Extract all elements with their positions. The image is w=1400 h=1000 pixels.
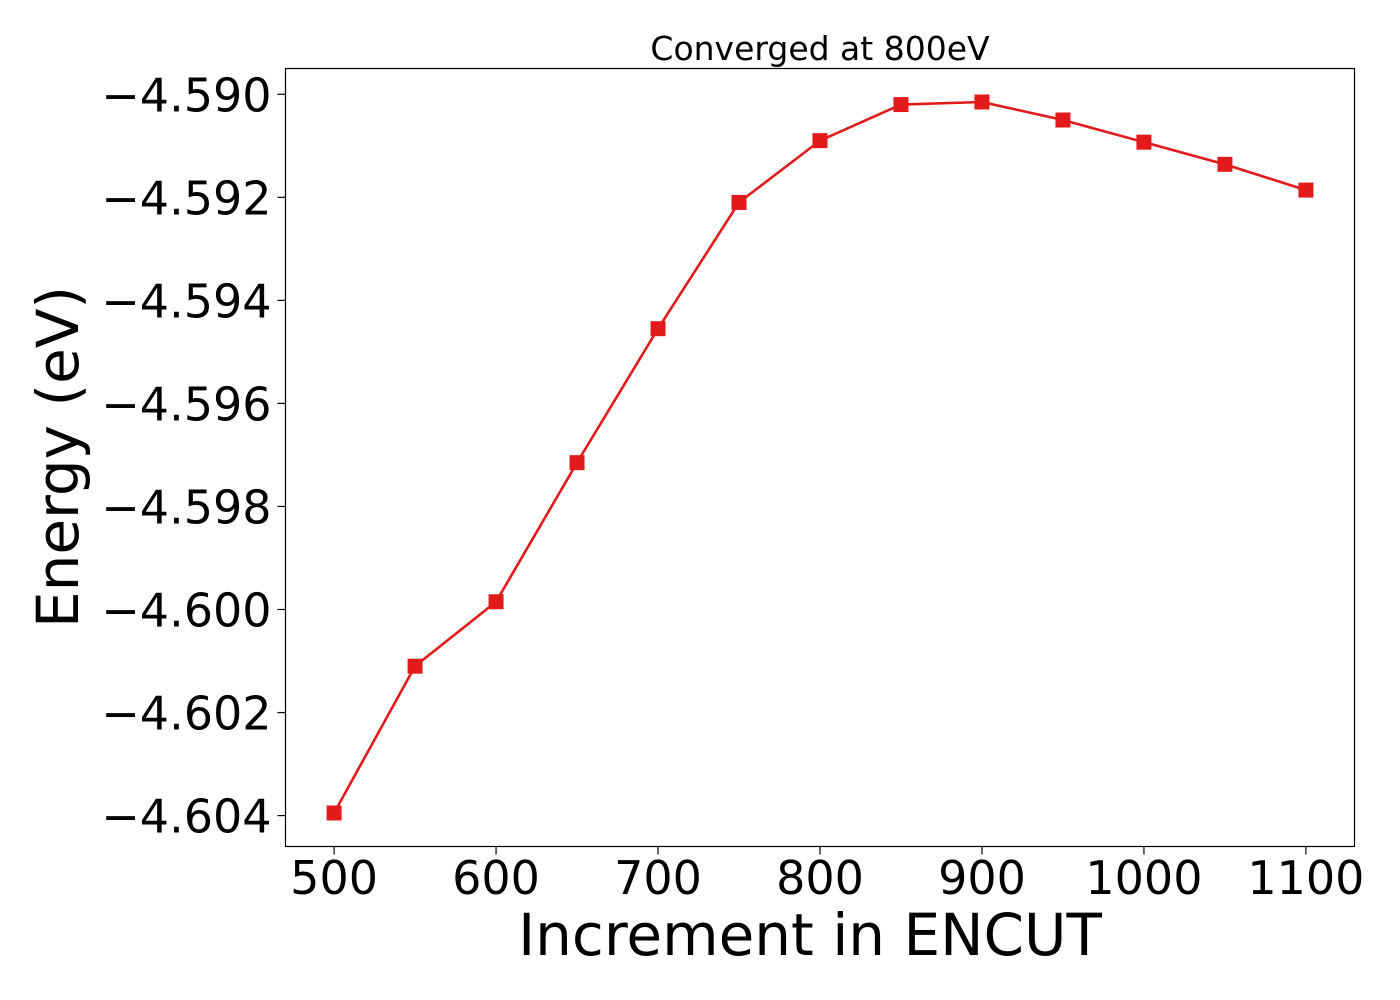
y-tick-label: −4.590 — [101, 68, 271, 122]
y-tick-label: −4.594 — [101, 274, 271, 328]
data-point-marker — [731, 194, 747, 210]
y-tick-label: −4.598 — [101, 480, 271, 534]
data-point-marker — [1055, 112, 1071, 128]
plot-frame — [284, 67, 1356, 848]
y-axis-ticks: −4.590 −4.592 −4.594 −4.596 −4.598 −4.600 −4.6… — [101, 68, 286, 844]
y-tick-label: −4.604 — [101, 790, 271, 844]
x-tick-label: 700 — [614, 851, 702, 905]
data-point-marker — [488, 594, 504, 610]
data-point-marker — [407, 658, 423, 674]
y-tick-label: −4.592 — [101, 171, 271, 225]
y-tick-label: −4.596 — [101, 377, 271, 431]
y-axis-label: Energy (eV) — [24, 286, 92, 628]
x-tick-label: 1100 — [1247, 851, 1364, 905]
x-tick-label: 600 — [452, 851, 540, 905]
x-tick-label: 800 — [776, 851, 864, 905]
data-point-marker — [1217, 156, 1233, 172]
data-point-marker — [650, 321, 666, 337]
series-layer — [326, 94, 1314, 821]
data-point-marker — [569, 455, 585, 471]
x-axis-label: Increment in ENCUT — [518, 901, 1102, 969]
data-point-marker — [326, 805, 342, 821]
data-point-marker — [974, 94, 990, 110]
y-tick-label: −4.600 — [101, 583, 271, 637]
x-tick-label: 1000 — [1085, 851, 1202, 905]
data-point-marker — [1136, 134, 1152, 150]
x-tick-label: 900 — [938, 851, 1026, 905]
data-point-marker — [812, 133, 828, 149]
data-point-marker — [893, 97, 909, 113]
x-axis-ticks: 500 600 700 800 900 1000 1100 — [290, 846, 1364, 905]
series-line — [332, 100, 1307, 814]
data-point-marker — [1298, 182, 1314, 198]
y-tick-label: −4.602 — [101, 687, 271, 741]
x-tick-label: 500 — [290, 851, 378, 905]
chart-title: Converged at 800eV — [650, 29, 990, 68]
